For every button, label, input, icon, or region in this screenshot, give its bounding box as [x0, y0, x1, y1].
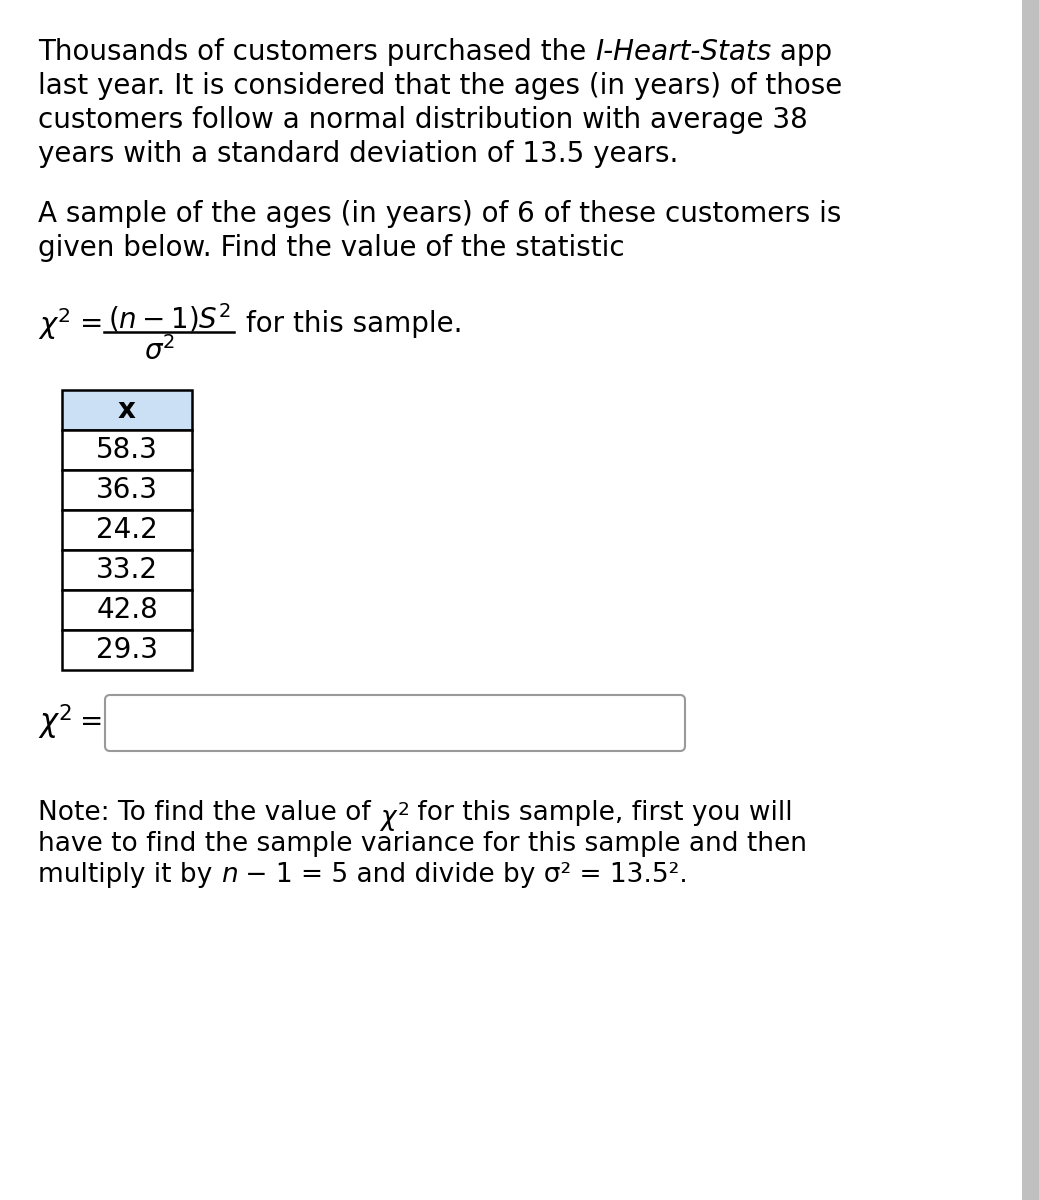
Bar: [62, 390, 192, 430]
Text: 33.2: 33.2: [96, 556, 158, 584]
FancyBboxPatch shape: [105, 695, 685, 751]
Text: given below. Find the value of the statistic: given below. Find the value of the stati…: [38, 234, 624, 262]
Bar: [62, 550, 192, 590]
Text: x: x: [118, 396, 136, 424]
Bar: [62, 430, 192, 470]
Text: multiply it by: multiply it by: [38, 862, 220, 888]
Text: 36.3: 36.3: [96, 476, 158, 504]
Bar: [62, 630, 192, 670]
Text: last year. It is considered that the ages (in years) of those: last year. It is considered that the age…: [38, 72, 843, 100]
Bar: [62, 470, 192, 510]
Text: I-Heart-Stats: I-Heart-Stats: [595, 38, 771, 66]
Text: − 1 = 5 and divide by σ² = 13.5².: − 1 = 5 and divide by σ² = 13.5².: [237, 862, 688, 888]
Text: $\chi^2$: $\chi^2$: [38, 306, 71, 342]
Text: $\chi^2$: $\chi^2$: [38, 702, 73, 742]
Bar: [62, 510, 192, 550]
Text: 29.3: 29.3: [96, 636, 158, 664]
Text: =: =: [80, 708, 103, 736]
Text: $\sigma^2$: $\sigma^2$: [144, 336, 176, 366]
Bar: [62, 590, 192, 630]
Text: Thousands of customers purchased the: Thousands of customers purchased the: [38, 38, 595, 66]
Text: $(n-1)S^2$: $(n-1)S^2$: [108, 302, 231, 335]
Text: $\chi^2$: $\chi^2$: [379, 799, 409, 834]
Text: Note: To find the value of: Note: To find the value of: [38, 800, 379, 826]
Text: have to find the sample variance for this sample and then: have to find the sample variance for thi…: [38, 830, 807, 857]
Text: n: n: [220, 862, 237, 888]
Text: years with a standard deviation of 13.5 years.: years with a standard deviation of 13.5 …: [38, 140, 678, 168]
Text: A sample of the ages (in years) of 6 of these customers is: A sample of the ages (in years) of 6 of …: [38, 200, 842, 228]
Text: customers follow a normal distribution with average 38: customers follow a normal distribution w…: [38, 106, 807, 134]
Text: for this sample.: for this sample.: [246, 310, 462, 338]
Bar: [1022, 0, 1039, 1200]
Text: 42.8: 42.8: [97, 596, 158, 624]
Text: for this sample, first you will: for this sample, first you will: [409, 800, 793, 826]
Text: 58.3: 58.3: [96, 436, 158, 464]
Text: app: app: [771, 38, 832, 66]
Text: 24.2: 24.2: [97, 516, 158, 544]
Text: =: =: [80, 310, 103, 338]
